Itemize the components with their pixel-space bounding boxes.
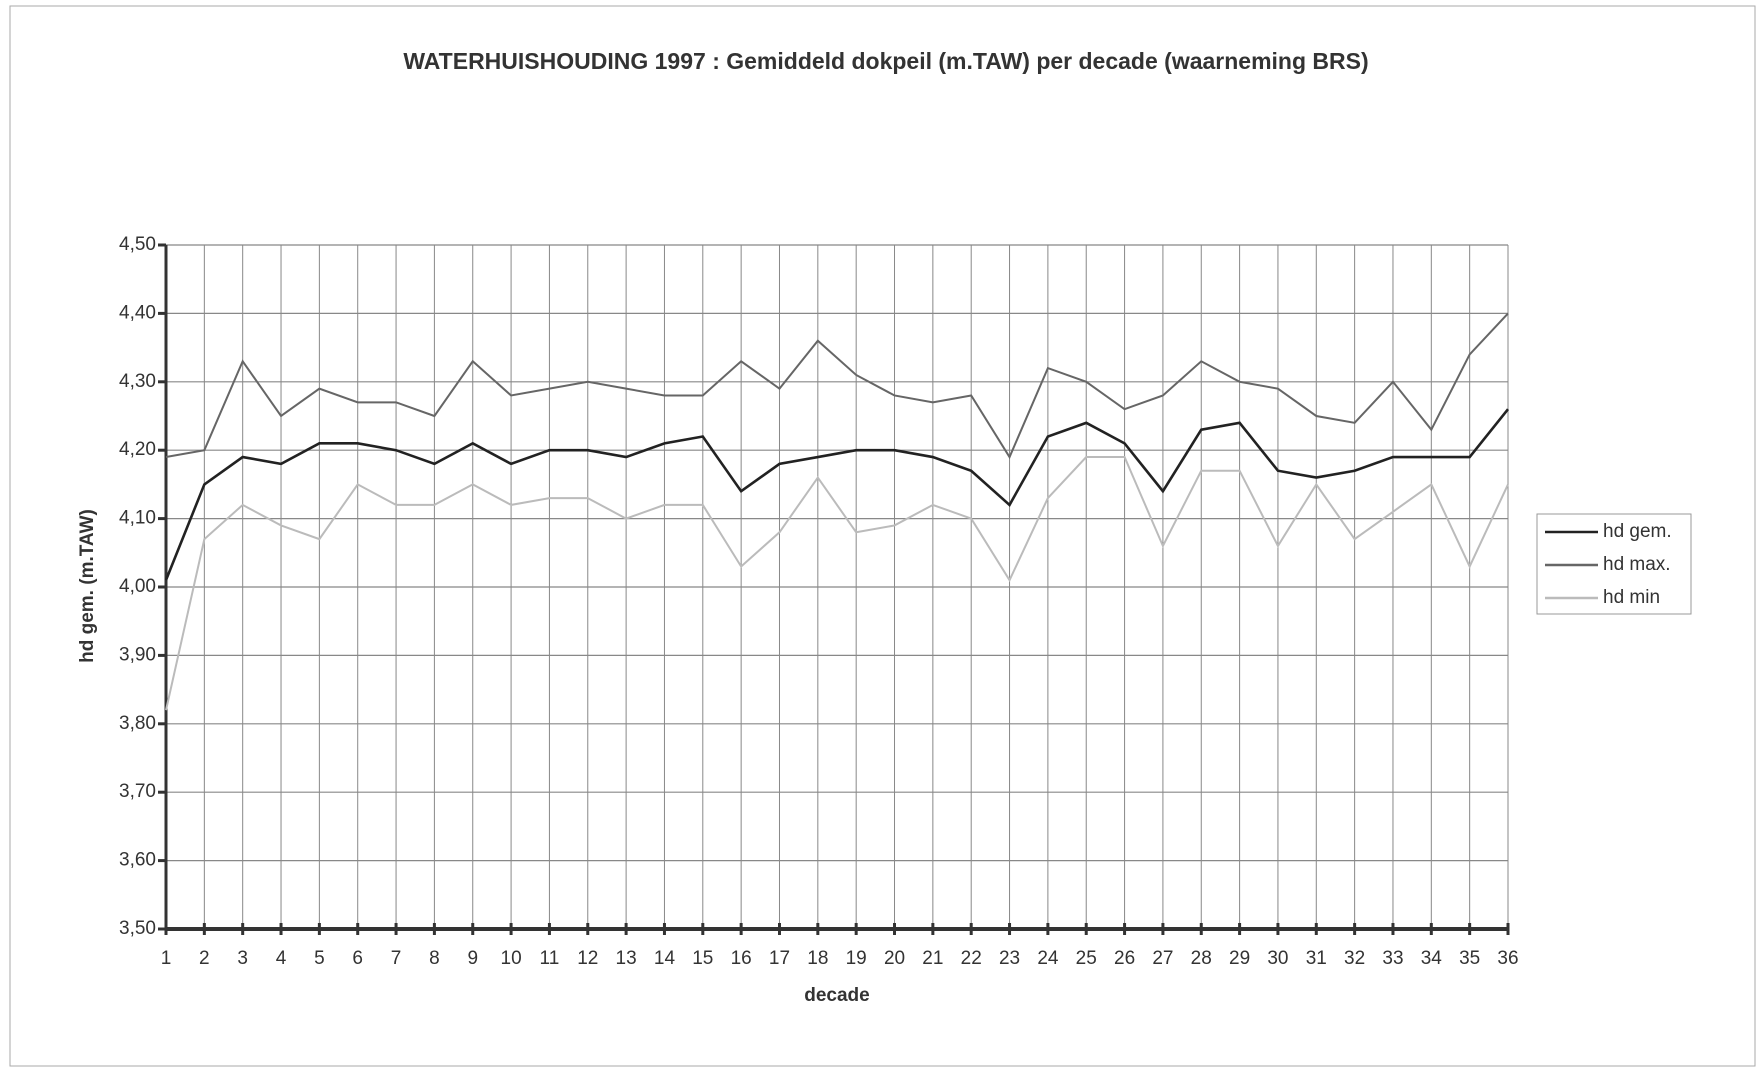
x-tick-label: 11 (540, 948, 560, 969)
legend-label: hd min (1603, 587, 1660, 608)
x-tick-label: 17 (769, 948, 790, 969)
x-tick-label: 9 (467, 948, 478, 969)
x-tick-label: 3 (237, 948, 248, 969)
chart-title: WATERHUISHOUDING 1997 : Gemiddeld dokpei… (403, 48, 1368, 74)
y-tick-label: 3,50 (119, 918, 156, 939)
x-tick-label: 21 (922, 948, 943, 969)
x-tick-label: 13 (616, 948, 637, 969)
x-tick-label: 22 (961, 948, 982, 969)
x-tick-label: 33 (1382, 948, 1403, 969)
x-tick-label: 32 (1344, 948, 1365, 969)
y-tick-label: 3,90 (119, 644, 156, 665)
x-tick-label: 14 (654, 948, 676, 969)
x-tick-label: 20 (884, 948, 905, 969)
x-tick-label: 35 (1459, 948, 1480, 969)
x-tick-label: 34 (1421, 948, 1443, 969)
x-tick-label: 27 (1152, 948, 1173, 969)
x-tick-label: 1 (161, 948, 172, 969)
x-axis-label: decade (804, 985, 869, 1006)
y-tick-label: 3,70 (119, 781, 156, 802)
y-tick-label: 3,60 (119, 850, 156, 871)
frame (9, 5, 1756, 1067)
x-tick-label: 10 (501, 948, 522, 969)
y-axis-label: hd gem. (m.TAW) (77, 509, 98, 663)
x-tick-label: 23 (999, 948, 1020, 969)
series-line (165, 456, 1509, 711)
x-tick-label: 6 (352, 948, 363, 969)
y-tick-label: 3,80 (119, 713, 156, 734)
series-line (165, 312, 1509, 460)
series-line (164, 408, 1510, 581)
x-tick-label: 7 (391, 948, 402, 969)
legend-label: hd max. (1603, 554, 1671, 575)
y-tick-label: 4,30 (119, 371, 156, 392)
x-tick-label: 16 (731, 948, 752, 969)
y-tick-label: 4,10 (119, 508, 156, 529)
x-tick-label: 30 (1267, 948, 1288, 969)
legend-label: hd gem. (1603, 521, 1672, 542)
y-tick-label: 4,40 (119, 302, 156, 323)
x-tick-label: 36 (1497, 948, 1518, 969)
x-tick-label: 8 (429, 948, 440, 969)
x-tick-label: 5 (314, 948, 325, 969)
y-tick-label: 4,00 (119, 576, 156, 597)
x-tick-label: 12 (577, 948, 598, 969)
x-tick-label: 18 (807, 948, 828, 969)
x-tick-label: 24 (1037, 948, 1059, 969)
x-tick-label: 19 (846, 948, 867, 969)
x-tick-label: 4 (276, 948, 287, 969)
x-tick-label: 25 (1076, 948, 1097, 969)
y-tick-label: 4,50 (119, 234, 156, 255)
x-tick-label: 31 (1306, 948, 1327, 969)
x-tick-label: 28 (1191, 948, 1212, 969)
x-tick-label: 26 (1114, 948, 1135, 969)
x-tick-label: 29 (1229, 948, 1250, 969)
y-tick-label: 4,20 (119, 439, 156, 460)
x-tick-label: 2 (199, 948, 210, 969)
x-tick-label: 15 (692, 948, 713, 969)
